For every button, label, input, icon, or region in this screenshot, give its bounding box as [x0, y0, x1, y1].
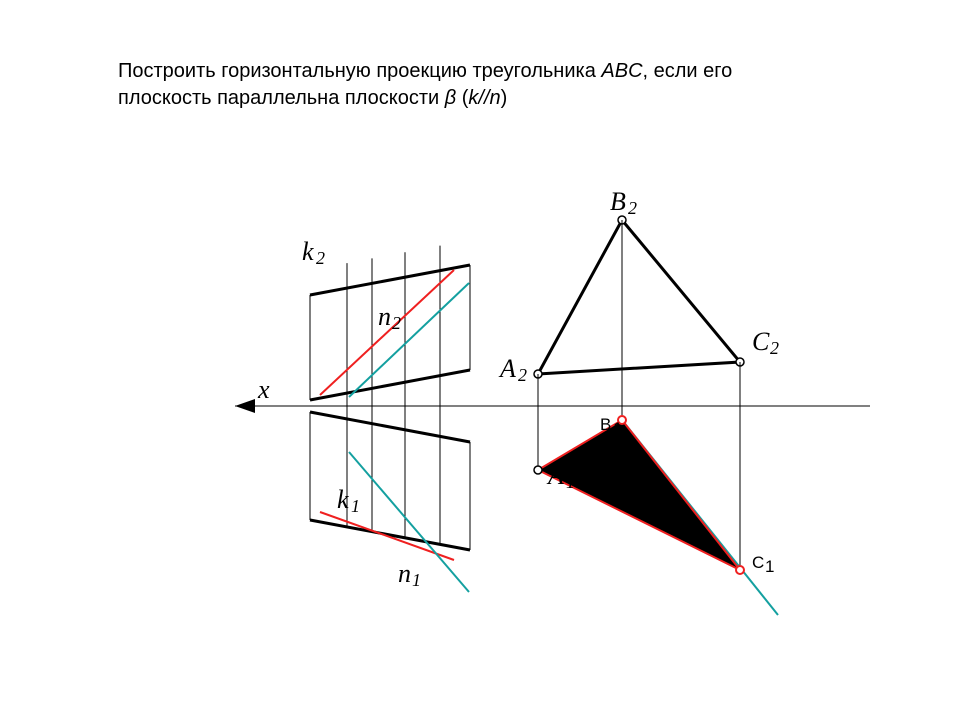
svg-text:1: 1	[613, 419, 622, 438]
svg-text:2: 2	[770, 338, 779, 358]
svg-text:1: 1	[765, 557, 774, 576]
svg-text:1: 1	[566, 472, 575, 492]
svg-text:1: 1	[351, 496, 360, 516]
svg-text:n: n	[398, 559, 411, 588]
svg-text:B: B	[600, 415, 611, 434]
svg-text:1: 1	[412, 570, 421, 590]
svg-text:k: k	[302, 237, 314, 266]
svg-text:2: 2	[316, 248, 325, 268]
svg-text:A: A	[546, 461, 564, 490]
svg-text:2: 2	[518, 365, 527, 385]
svg-text:x: x	[257, 375, 270, 404]
svg-text:B: B	[610, 187, 626, 216]
svg-text:n: n	[378, 302, 391, 331]
diagram-svg: xk2k1n2n1B2C2A2B1A1C1	[0, 0, 960, 720]
svg-text:C: C	[752, 553, 764, 572]
svg-text:A: A	[498, 354, 516, 383]
svg-text:C: C	[752, 327, 770, 356]
svg-text:2: 2	[392, 313, 401, 333]
svg-text:2: 2	[628, 198, 637, 218]
svg-text:k: k	[337, 485, 349, 514]
